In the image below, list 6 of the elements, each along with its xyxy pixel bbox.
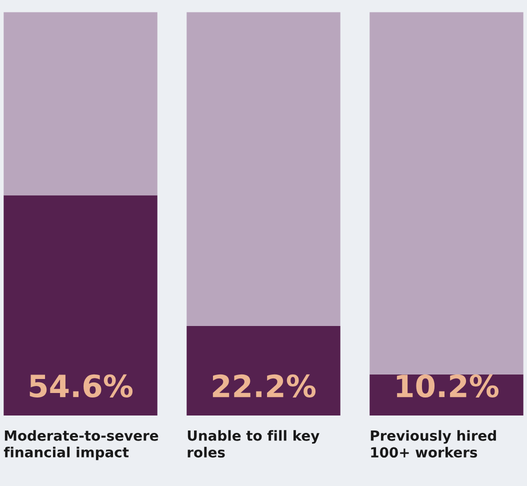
x-tick-label: Unable to fill key roles (188, 430, 320, 458)
x-tick-label: Moderate-to-severe financial impact (4, 430, 158, 460)
data-label: 10.2% (396, 374, 499, 398)
x-tick-label: Previously hired 100+ workers (370, 430, 496, 458)
data-label: 22.2% (212, 374, 316, 398)
data-label: 54.6% (30, 374, 133, 398)
